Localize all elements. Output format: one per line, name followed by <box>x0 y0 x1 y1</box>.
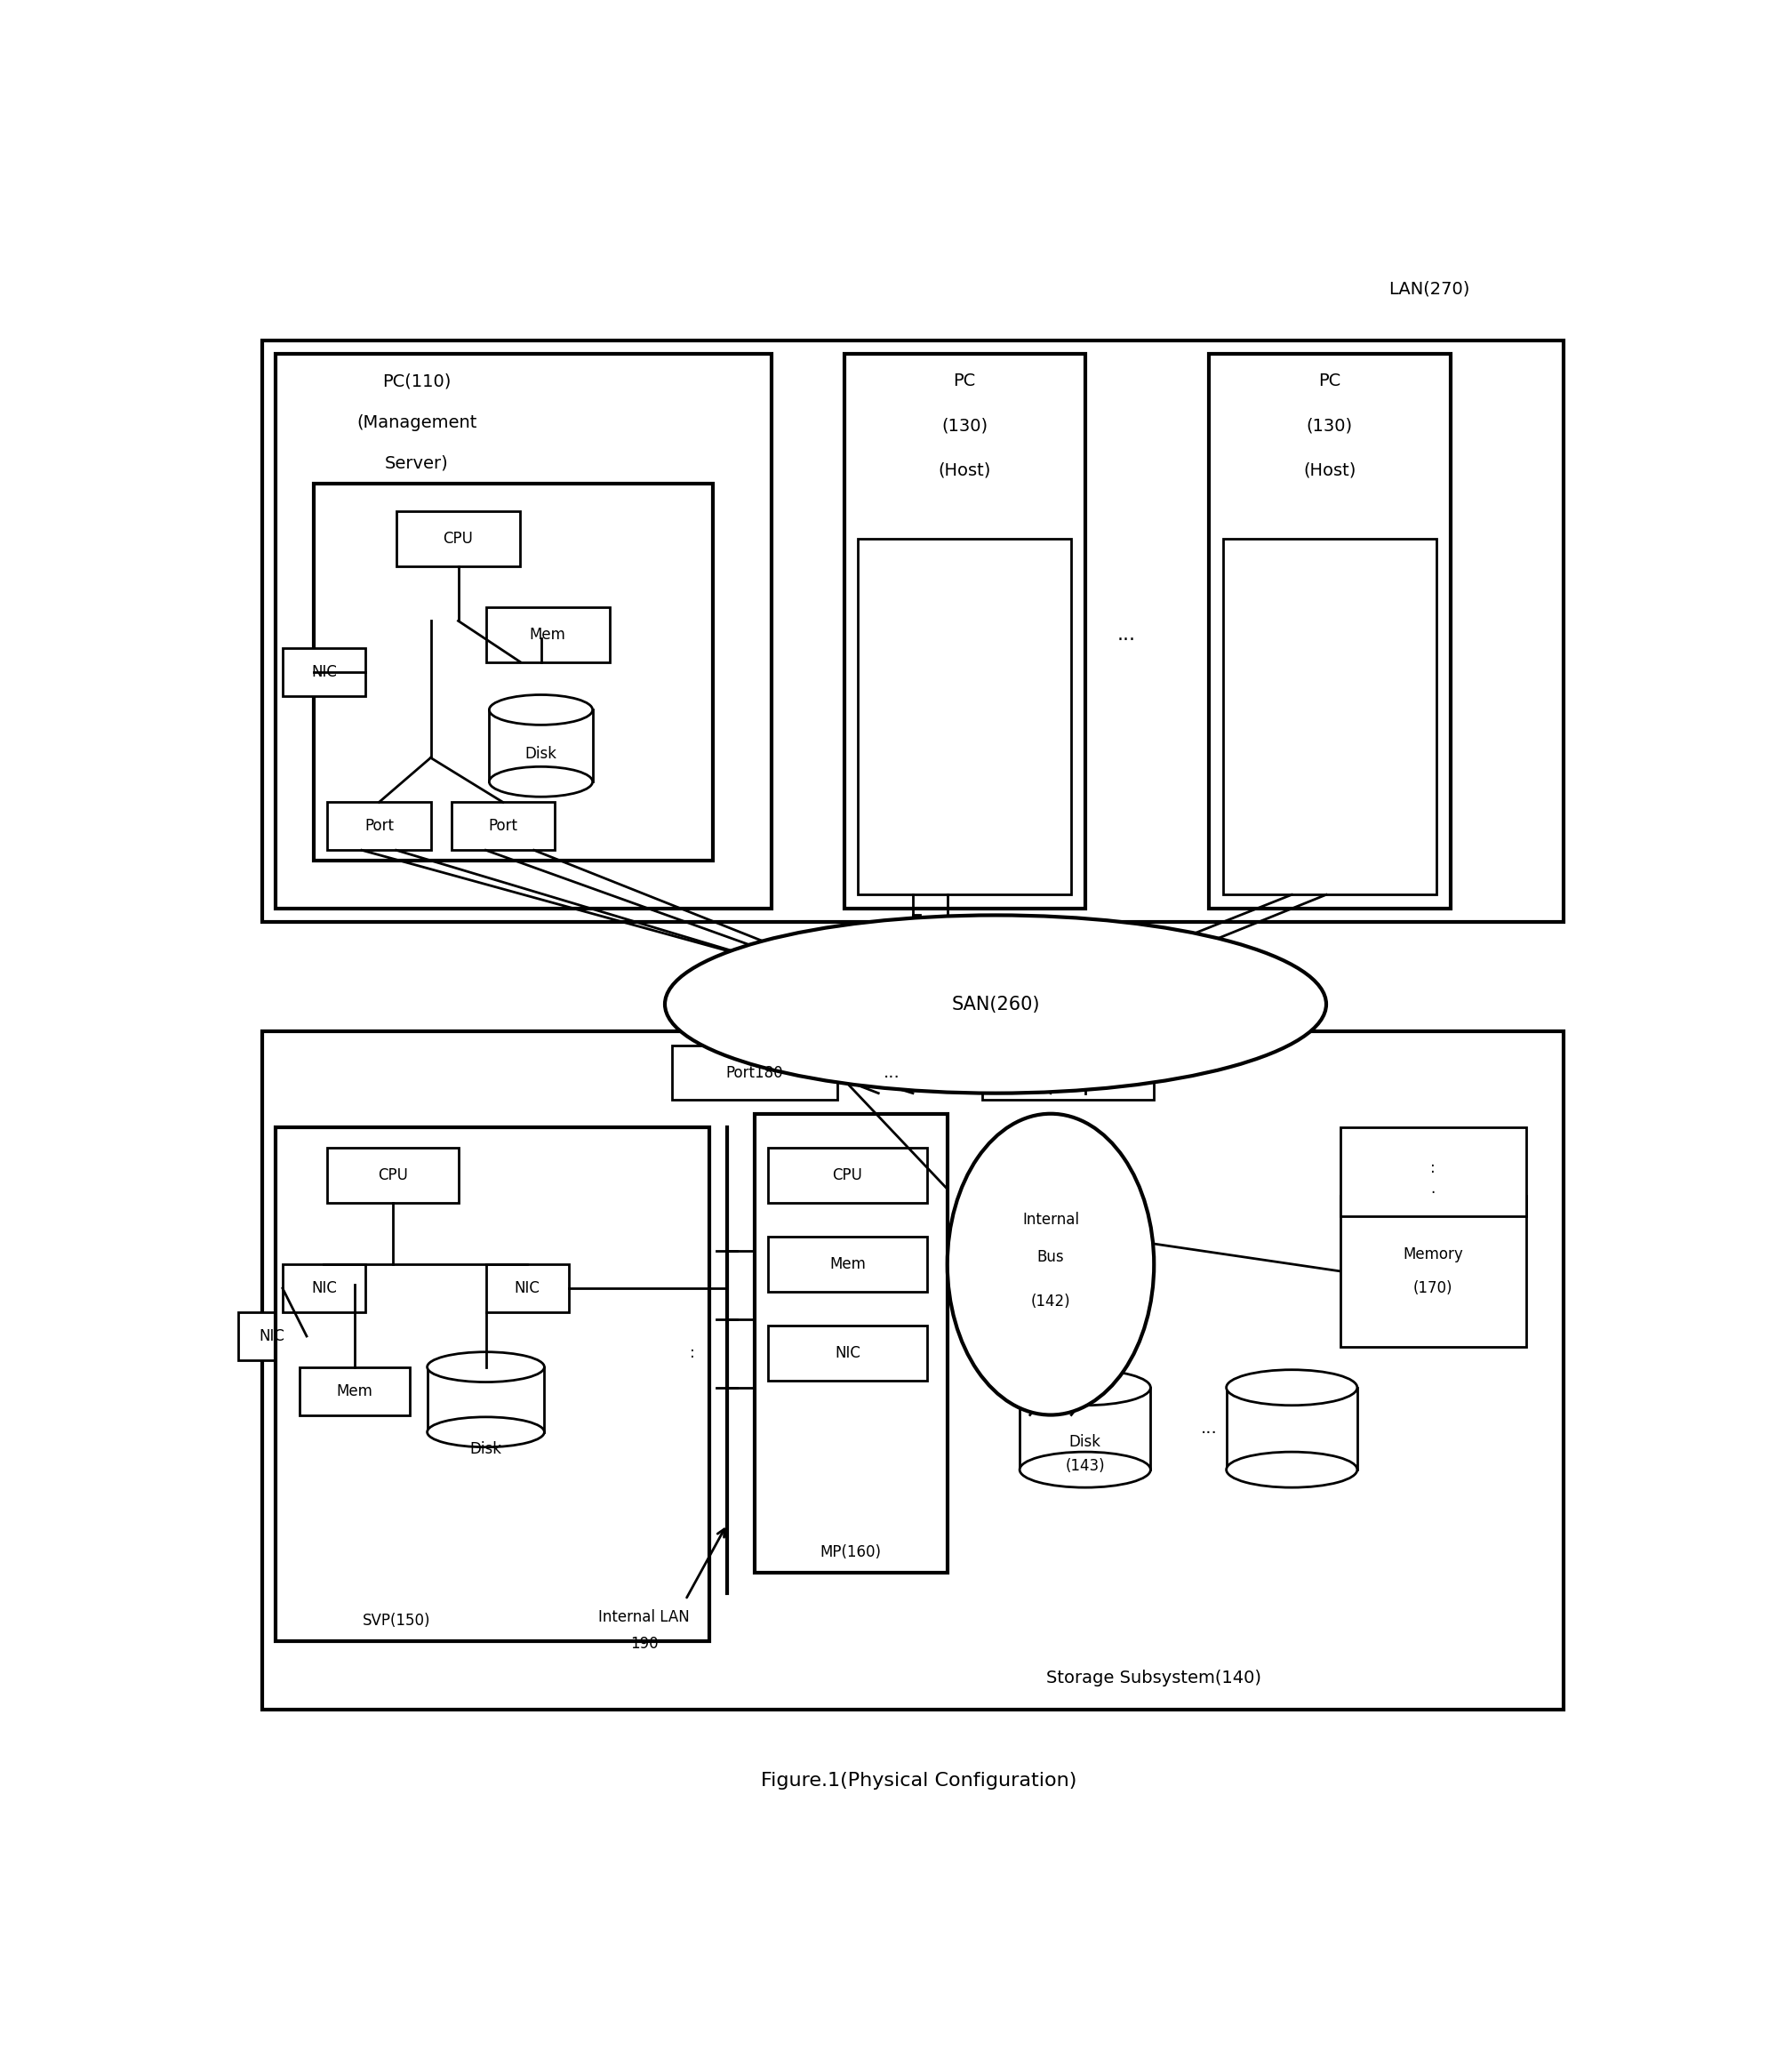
Ellipse shape <box>426 1417 545 1447</box>
Text: PC: PC <box>1319 373 1340 389</box>
Text: NIC: NIC <box>312 665 337 679</box>
Bar <box>328 803 430 850</box>
Text: Port: Port <box>364 817 394 834</box>
Text: CPU: CPU <box>378 1167 409 1184</box>
Bar <box>314 484 713 861</box>
Text: ...: ... <box>883 1065 901 1081</box>
Bar <box>396 511 520 566</box>
Text: PC(110): PC(110) <box>382 373 452 389</box>
Text: SVP(150): SVP(150) <box>362 1612 430 1629</box>
Bar <box>276 354 772 908</box>
Text: (130): (130) <box>941 418 987 434</box>
Ellipse shape <box>426 1353 545 1382</box>
Text: Disk: Disk <box>525 745 557 762</box>
Bar <box>844 354 1086 908</box>
Text: Port: Port <box>489 817 518 834</box>
Text: :: : <box>1430 1161 1435 1176</box>
Text: LAN(270): LAN(270) <box>1389 280 1469 296</box>
Ellipse shape <box>1226 1452 1357 1487</box>
Ellipse shape <box>1020 1369 1150 1406</box>
Text: (130): (130) <box>1306 418 1353 434</box>
Bar <box>262 340 1564 922</box>
Text: (Management: (Management <box>357 414 477 430</box>
Bar <box>754 1114 948 1573</box>
Bar <box>1020 1388 1150 1470</box>
Text: (Host): (Host) <box>939 461 991 478</box>
Text: Disk: Disk <box>470 1441 502 1458</box>
Text: ...: ... <box>1201 1421 1217 1437</box>
Text: SAN(260): SAN(260) <box>952 994 1039 1013</box>
Text: Memory: Memory <box>1403 1246 1462 1262</box>
Bar <box>769 1237 926 1291</box>
Text: Mem: Mem <box>530 626 566 642</box>
Text: ...: ... <box>1116 626 1136 642</box>
Text: NIC: NIC <box>514 1281 539 1297</box>
Text: NIC: NIC <box>260 1328 285 1345</box>
Text: NIC: NIC <box>835 1345 860 1361</box>
Bar <box>769 1149 926 1202</box>
Ellipse shape <box>1226 1369 1357 1406</box>
Text: (Host): (Host) <box>1303 461 1357 478</box>
Bar <box>328 1149 459 1202</box>
Bar <box>858 539 1072 896</box>
Bar <box>283 1264 366 1312</box>
Bar <box>1210 354 1450 908</box>
Bar <box>276 1128 710 1641</box>
Bar <box>452 803 556 850</box>
Text: Bus: Bus <box>1038 1250 1064 1266</box>
Text: Mem: Mem <box>830 1256 866 1272</box>
Bar <box>769 1326 926 1382</box>
Text: MP(160): MP(160) <box>821 1544 882 1561</box>
Bar <box>426 1367 545 1433</box>
Text: Storage Subsystem(140): Storage Subsystem(140) <box>1047 1670 1262 1686</box>
Text: Server): Server) <box>385 455 448 472</box>
Bar <box>262 1032 1564 1709</box>
Text: Port180: Port180 <box>726 1065 783 1081</box>
Bar <box>283 649 366 696</box>
Ellipse shape <box>948 1114 1154 1415</box>
Bar <box>1222 539 1437 896</box>
Text: CPU: CPU <box>833 1167 862 1184</box>
Text: :: : <box>690 1345 695 1361</box>
Bar <box>672 1046 837 1100</box>
Text: NIC: NIC <box>312 1281 337 1297</box>
Text: Figure.1(Physical Configuration): Figure.1(Physical Configuration) <box>760 1773 1077 1789</box>
Text: Internal LAN: Internal LAN <box>599 1608 690 1625</box>
Bar <box>1226 1388 1357 1470</box>
Text: Mem: Mem <box>337 1384 373 1398</box>
Bar <box>238 1312 306 1361</box>
Bar <box>982 1046 1154 1100</box>
Bar <box>486 607 609 661</box>
Bar <box>1340 1128 1527 1217</box>
Ellipse shape <box>1020 1452 1150 1487</box>
Text: Internal: Internal <box>1021 1213 1079 1227</box>
Ellipse shape <box>665 914 1326 1093</box>
Text: CPU: CPU <box>443 531 473 548</box>
Ellipse shape <box>489 694 593 725</box>
Bar <box>1340 1196 1527 1347</box>
Text: (143): (143) <box>1064 1458 1106 1474</box>
Text: PC: PC <box>953 373 977 389</box>
Text: .: . <box>1430 1182 1435 1196</box>
Text: (142): (142) <box>1030 1293 1070 1310</box>
Bar <box>486 1264 568 1312</box>
Ellipse shape <box>489 766 593 797</box>
Text: (170): (170) <box>1414 1281 1453 1297</box>
Bar <box>489 710 593 782</box>
Bar <box>299 1367 410 1415</box>
Text: Disk: Disk <box>1070 1435 1100 1450</box>
Text: 190: 190 <box>631 1637 658 1651</box>
